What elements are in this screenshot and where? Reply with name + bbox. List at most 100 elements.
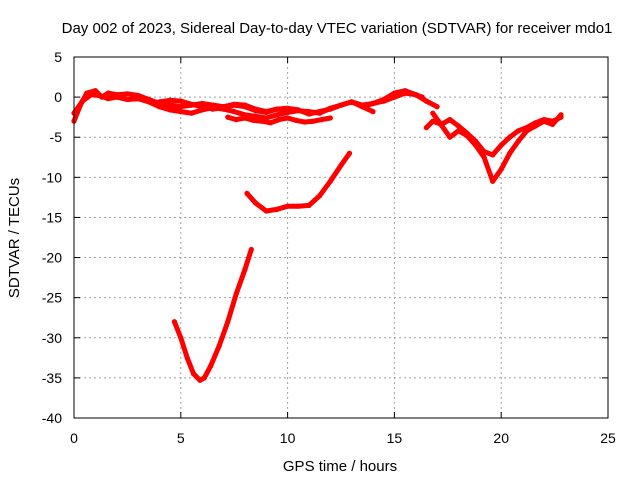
data-point: [171, 319, 177, 325]
data-point: [178, 109, 184, 115]
data-point: [231, 109, 237, 115]
data-point: [558, 112, 564, 118]
data-point: [167, 97, 173, 103]
x-tick-label: 0: [70, 430, 78, 446]
y-tick-label: -25: [42, 290, 62, 306]
data-point: [167, 102, 173, 108]
data-point: [327, 115, 333, 121]
data-point: [413, 92, 419, 98]
data-point: [97, 92, 103, 99]
data-point: [274, 206, 280, 212]
x-tick-label: 20: [493, 430, 509, 446]
plot-frame: [73, 56, 609, 419]
data-point: [253, 113, 259, 119]
data-point: [370, 100, 376, 107]
data-point: [146, 99, 152, 105]
data-point: [295, 203, 301, 209]
data-point: [135, 96, 141, 102]
data-point: [250, 117, 256, 123]
x-tick-label: 25: [600, 430, 616, 446]
data-point: [201, 375, 207, 381]
data-point: [419, 94, 425, 100]
data-point: [156, 99, 162, 105]
y-axis-label: SDTVAR / TECUs: [6, 178, 23, 298]
data-point: [178, 98, 184, 104]
data-point: [434, 104, 440, 110]
data-point: [248, 246, 254, 253]
data-point: [276, 117, 282, 123]
data-point: [285, 109, 291, 115]
data-point: [263, 109, 269, 115]
data-point: [391, 90, 397, 96]
data-point: [274, 112, 280, 118]
data-point: [317, 109, 323, 115]
data-point: [295, 107, 301, 113]
y-tick-label: -10: [42, 169, 62, 185]
data-point: [124, 91, 130, 97]
y-tick-label: -15: [42, 209, 62, 225]
data-point: [253, 108, 259, 114]
y-tick-label: -30: [42, 330, 62, 346]
data-point: [184, 355, 190, 361]
data-point: [430, 110, 436, 116]
data-point: [447, 117, 453, 123]
data-point: [402, 88, 408, 94]
data-point: [306, 111, 312, 117]
data-point: [549, 121, 556, 127]
chart-title: Day 002 of 2023, Sidereal Day-to-day VTE…: [62, 20, 613, 37]
data-point: [231, 102, 237, 108]
data-point: [498, 166, 504, 172]
data-point: [447, 134, 453, 140]
data-point: [338, 162, 344, 168]
data-point: [349, 99, 355, 105]
data-point: [498, 142, 504, 148]
data-point: [233, 117, 239, 123]
data-point: [515, 128, 521, 134]
data-point: [244, 190, 250, 196]
data-point: [208, 363, 214, 369]
data-point: [225, 319, 231, 325]
data-point: [473, 142, 479, 148]
y-tick-label: -5: [50, 129, 63, 145]
data-point: [490, 152, 496, 158]
data-point: [541, 118, 547, 124]
x-tick-label: 10: [280, 430, 296, 446]
data-point: [532, 123, 539, 129]
data-point: [317, 193, 323, 199]
data-point: [197, 377, 203, 383]
data-point: [156, 104, 162, 110]
data-point: [124, 96, 130, 103]
x-tick-label: 15: [387, 430, 403, 446]
data-point: [242, 267, 248, 273]
data-point: [481, 154, 487, 160]
data-point: [92, 88, 98, 94]
data-point: [381, 96, 387, 103]
data-point: [233, 291, 239, 297]
data-point: [253, 200, 259, 206]
data-point: [464, 133, 470, 139]
series-track-g: [430, 110, 564, 184]
data-point: [515, 138, 521, 144]
data-point: [438, 122, 444, 128]
data-point: [242, 115, 248, 121]
data-point: [188, 101, 195, 107]
data-point: [88, 92, 94, 98]
data-point: [306, 202, 312, 208]
data-point: [423, 98, 429, 104]
data-point: [79, 98, 86, 104]
data-point: [220, 104, 227, 111]
data-point: [216, 343, 222, 349]
data-point: [430, 118, 436, 124]
data-point: [105, 96, 111, 102]
data-point: [338, 102, 344, 108]
data-point: [359, 104, 365, 110]
data-point: [199, 104, 205, 110]
data-series: [71, 88, 564, 383]
data-point: [524, 128, 530, 134]
data-point: [293, 117, 299, 123]
data-point: [225, 114, 231, 120]
data-point: [285, 115, 291, 121]
axis-ticks: 0 5 10 15 20 25 5 0 -5 -10 -15 -20 -25 -30 -35 -40: [42, 49, 616, 446]
